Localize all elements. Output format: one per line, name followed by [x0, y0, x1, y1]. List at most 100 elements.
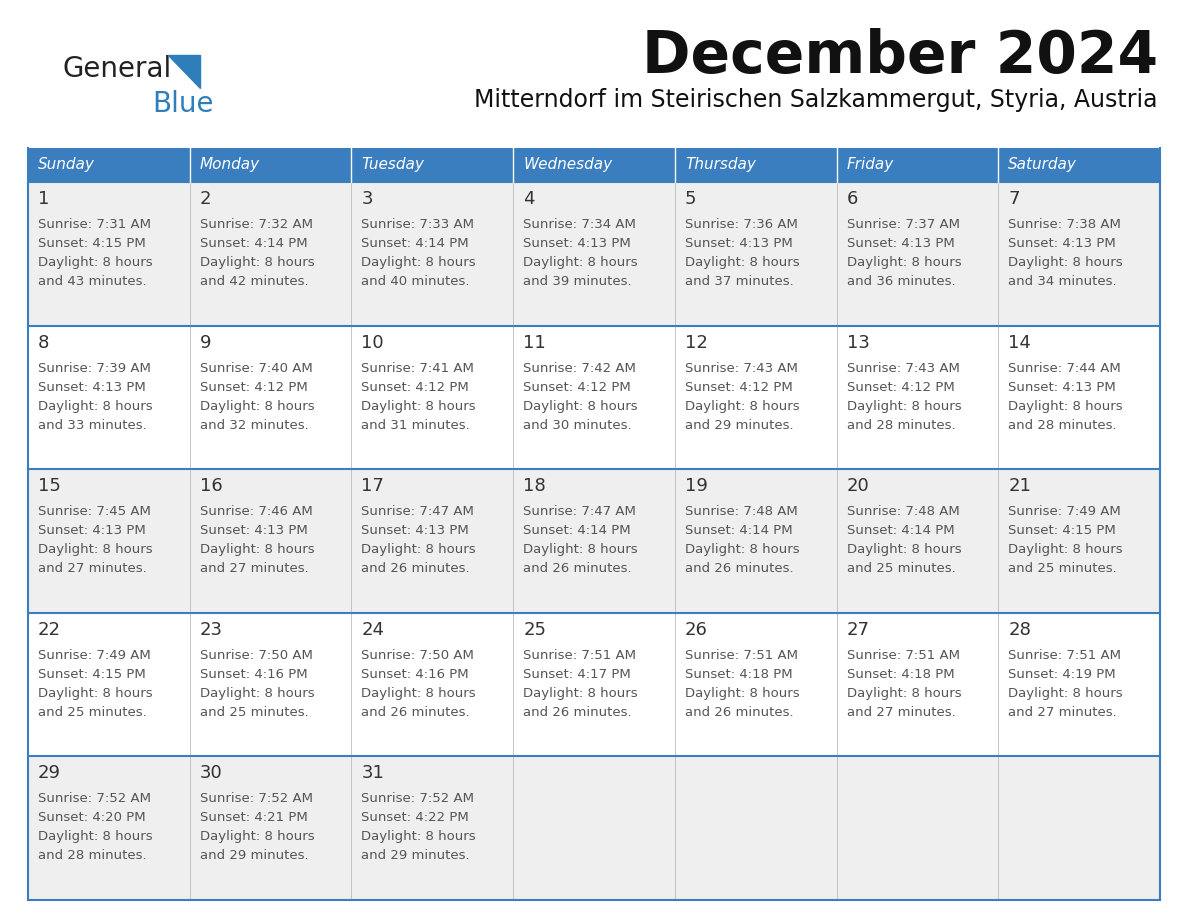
Text: Monday: Monday: [200, 158, 260, 173]
Text: Daylight: 8 hours: Daylight: 8 hours: [38, 256, 152, 269]
Text: 28: 28: [1009, 621, 1031, 639]
Text: Daylight: 8 hours: Daylight: 8 hours: [200, 543, 315, 556]
Text: and 39 minutes.: and 39 minutes.: [523, 275, 632, 288]
Text: Sunset: 4:19 PM: Sunset: 4:19 PM: [1009, 667, 1116, 681]
Text: Sunrise: 7:42 AM: Sunrise: 7:42 AM: [523, 362, 636, 375]
Text: Thursday: Thursday: [684, 158, 756, 173]
Text: and 27 minutes.: and 27 minutes.: [38, 562, 147, 576]
Text: 3: 3: [361, 190, 373, 208]
Text: Sunrise: 7:33 AM: Sunrise: 7:33 AM: [361, 218, 474, 231]
Text: Sunrise: 7:51 AM: Sunrise: 7:51 AM: [523, 649, 636, 662]
Text: Sunset: 4:16 PM: Sunset: 4:16 PM: [200, 667, 308, 681]
Text: Sunset: 4:12 PM: Sunset: 4:12 PM: [684, 381, 792, 394]
Text: Sunset: 4:13 PM: Sunset: 4:13 PM: [1009, 381, 1116, 394]
Text: Sunrise: 7:38 AM: Sunrise: 7:38 AM: [1009, 218, 1121, 231]
Text: 2: 2: [200, 190, 211, 208]
Text: Sunset: 4:12 PM: Sunset: 4:12 PM: [361, 381, 469, 394]
Text: 12: 12: [684, 333, 708, 352]
Text: Sunset: 4:12 PM: Sunset: 4:12 PM: [847, 381, 954, 394]
Polygon shape: [168, 55, 200, 88]
Text: Sunrise: 7:52 AM: Sunrise: 7:52 AM: [38, 792, 151, 805]
Text: and 27 minutes.: and 27 minutes.: [200, 562, 309, 576]
Text: 7: 7: [1009, 190, 1019, 208]
Text: 31: 31: [361, 765, 384, 782]
Text: Daylight: 8 hours: Daylight: 8 hours: [200, 831, 315, 844]
Text: and 28 minutes.: and 28 minutes.: [1009, 419, 1117, 431]
Text: Sunrise: 7:52 AM: Sunrise: 7:52 AM: [361, 792, 474, 805]
Text: Daylight: 8 hours: Daylight: 8 hours: [847, 399, 961, 412]
Text: and 29 minutes.: and 29 minutes.: [200, 849, 309, 862]
Text: Daylight: 8 hours: Daylight: 8 hours: [523, 543, 638, 556]
Text: Daylight: 8 hours: Daylight: 8 hours: [200, 399, 315, 412]
Bar: [190, 148, 352, 182]
Text: Sunset: 4:22 PM: Sunset: 4:22 PM: [361, 812, 469, 824]
Text: Sunset: 4:13 PM: Sunset: 4:13 PM: [200, 524, 308, 537]
Text: Sunset: 4:14 PM: Sunset: 4:14 PM: [523, 524, 631, 537]
Text: Daylight: 8 hours: Daylight: 8 hours: [847, 543, 961, 556]
Text: and 30 minutes.: and 30 minutes.: [523, 419, 632, 431]
Text: 13: 13: [847, 333, 870, 352]
Text: 4: 4: [523, 190, 535, 208]
Text: and 29 minutes.: and 29 minutes.: [684, 419, 794, 431]
Text: 10: 10: [361, 333, 384, 352]
Text: Daylight: 8 hours: Daylight: 8 hours: [684, 687, 800, 700]
Text: Sunset: 4:13 PM: Sunset: 4:13 PM: [684, 237, 792, 250]
Text: 16: 16: [200, 477, 222, 495]
Bar: [29, 469, 1159, 613]
Text: Sunrise: 7:51 AM: Sunrise: 7:51 AM: [1009, 649, 1121, 662]
Text: Sunrise: 7:47 AM: Sunrise: 7:47 AM: [361, 505, 474, 518]
Text: Sunset: 4:15 PM: Sunset: 4:15 PM: [1009, 524, 1116, 537]
Text: Wednesday: Wednesday: [523, 158, 612, 173]
Text: 15: 15: [38, 477, 61, 495]
Text: Daylight: 8 hours: Daylight: 8 hours: [847, 687, 961, 700]
Text: Daylight: 8 hours: Daylight: 8 hours: [38, 399, 152, 412]
Text: and 27 minutes.: and 27 minutes.: [847, 706, 955, 719]
Text: Sunset: 4:14 PM: Sunset: 4:14 PM: [684, 524, 792, 537]
Text: Daylight: 8 hours: Daylight: 8 hours: [361, 399, 476, 412]
Text: Daylight: 8 hours: Daylight: 8 hours: [361, 543, 476, 556]
Text: Sunrise: 7:39 AM: Sunrise: 7:39 AM: [38, 362, 151, 375]
Text: Daylight: 8 hours: Daylight: 8 hours: [200, 256, 315, 269]
Text: Sunrise: 7:51 AM: Sunrise: 7:51 AM: [847, 649, 960, 662]
Text: Sunrise: 7:44 AM: Sunrise: 7:44 AM: [1009, 362, 1121, 375]
Text: 1: 1: [38, 190, 50, 208]
Text: and 40 minutes.: and 40 minutes.: [361, 275, 470, 288]
Text: Daylight: 8 hours: Daylight: 8 hours: [38, 687, 152, 700]
Text: and 31 minutes.: and 31 minutes.: [361, 419, 470, 431]
Text: 21: 21: [1009, 477, 1031, 495]
Text: Sunset: 4:20 PM: Sunset: 4:20 PM: [38, 812, 146, 824]
Text: Sunrise: 7:41 AM: Sunrise: 7:41 AM: [361, 362, 474, 375]
Text: Friday: Friday: [847, 158, 893, 173]
Bar: [998, 148, 1159, 182]
Text: 9: 9: [200, 333, 211, 352]
Text: Sunday: Sunday: [38, 158, 95, 173]
Text: Sunset: 4:13 PM: Sunset: 4:13 PM: [38, 524, 146, 537]
Text: December 2024: December 2024: [642, 28, 1158, 85]
Text: Sunrise: 7:48 AM: Sunrise: 7:48 AM: [847, 505, 960, 518]
Text: Daylight: 8 hours: Daylight: 8 hours: [684, 399, 800, 412]
Text: Sunset: 4:16 PM: Sunset: 4:16 PM: [361, 667, 469, 681]
Text: and 33 minutes.: and 33 minutes.: [38, 419, 147, 431]
Text: Sunset: 4:17 PM: Sunset: 4:17 PM: [523, 667, 631, 681]
Text: Daylight: 8 hours: Daylight: 8 hours: [1009, 543, 1123, 556]
Text: Sunrise: 7:46 AM: Sunrise: 7:46 AM: [200, 505, 312, 518]
Bar: [675, 148, 836, 182]
Bar: [513, 148, 675, 182]
Text: 19: 19: [684, 477, 708, 495]
Text: Sunrise: 7:37 AM: Sunrise: 7:37 AM: [847, 218, 960, 231]
Text: Mitterndorf im Steirischen Salzkammergut, Styria, Austria: Mitterndorf im Steirischen Salzkammergut…: [474, 88, 1158, 112]
Text: 22: 22: [38, 621, 61, 639]
Text: Daylight: 8 hours: Daylight: 8 hours: [1009, 687, 1123, 700]
Text: Saturday: Saturday: [1009, 158, 1078, 173]
Text: 24: 24: [361, 621, 385, 639]
Bar: [29, 182, 1159, 326]
Text: 18: 18: [523, 477, 546, 495]
Text: and 29 minutes.: and 29 minutes.: [361, 849, 470, 862]
Text: Sunrise: 7:50 AM: Sunrise: 7:50 AM: [200, 649, 312, 662]
Text: Sunrise: 7:47 AM: Sunrise: 7:47 AM: [523, 505, 636, 518]
Bar: [29, 756, 1159, 900]
Text: Sunset: 4:13 PM: Sunset: 4:13 PM: [38, 381, 146, 394]
Text: Daylight: 8 hours: Daylight: 8 hours: [361, 831, 476, 844]
Text: Sunset: 4:15 PM: Sunset: 4:15 PM: [38, 237, 146, 250]
Text: and 43 minutes.: and 43 minutes.: [38, 275, 146, 288]
